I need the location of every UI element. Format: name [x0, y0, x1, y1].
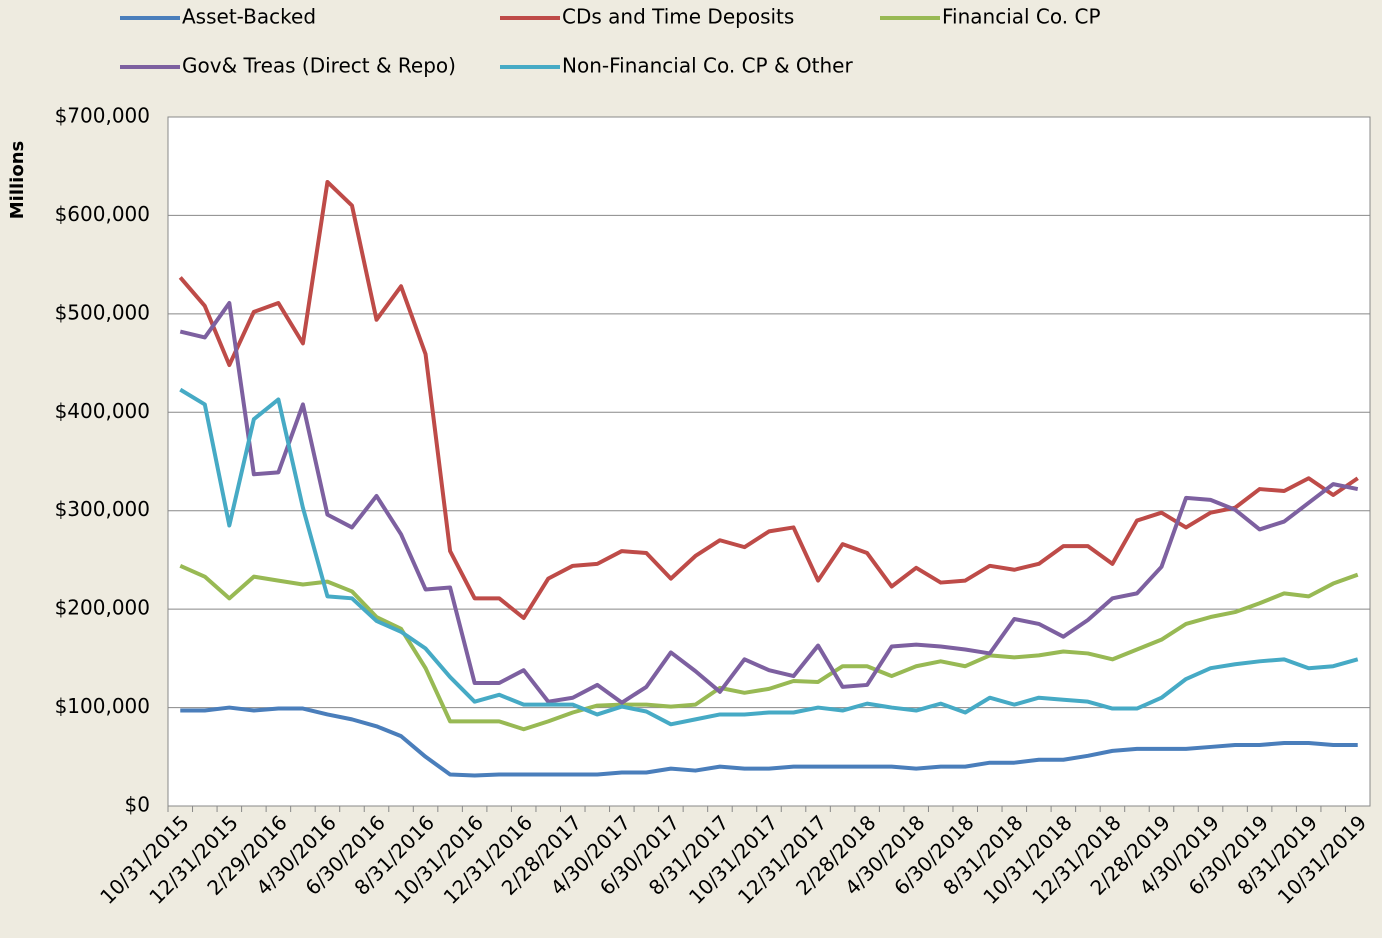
series-line	[180, 705, 1358, 778]
y-axis-label: Millions	[7, 141, 28, 220]
y-tick-label: $200,000	[55, 596, 150, 620]
legend-label: CDs and Time Deposits	[562, 5, 794, 29]
plot-area	[167, 116, 1371, 807]
legend-label: Gov& Treas (Direct & Repo)	[182, 54, 456, 78]
legend-label: Asset-Backed	[182, 5, 316, 29]
legend-label: Non-Financial Co. CP & Other	[562, 54, 853, 78]
y-tick-label: $700,000	[55, 104, 150, 128]
y-tick-label: $100,000	[55, 694, 150, 718]
series-line	[179, 387, 1359, 727]
series-line	[179, 301, 1359, 705]
series-line	[178, 179, 1359, 621]
y-tick-label: $500,000	[55, 300, 150, 324]
y-tick-label: $300,000	[55, 497, 150, 521]
y-tick-label: $600,000	[55, 202, 150, 226]
y-tick-label: $400,000	[55, 399, 150, 423]
y-tick-label: $0	[125, 793, 150, 817]
series-line	[179, 564, 1359, 732]
legend-label: Financial Co. CP	[942, 5, 1101, 29]
